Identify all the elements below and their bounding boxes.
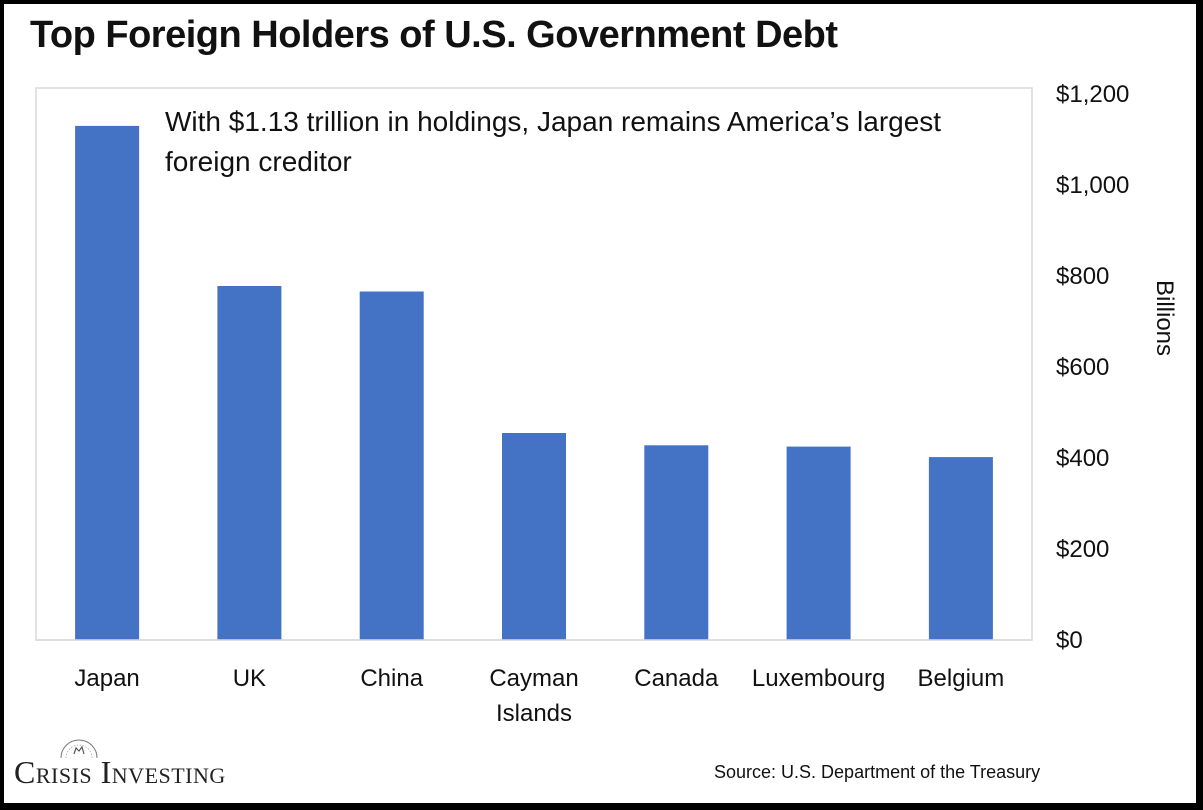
x-tick-labels: Japan UK China Cayman Islands Canada Luxembour… [74, 665, 1004, 727]
bar-belgium [928, 457, 993, 640]
y-tick-label: $600 [1056, 354, 1109, 381]
y-axis-label: Billions [1151, 280, 1178, 357]
y-tick-label: $800 [1056, 263, 1109, 290]
x-tick-label-cayman-islands: Cayman Islands [489, 665, 578, 727]
x-tick-label-uk: UK [233, 665, 266, 692]
x-tick-label-japan: Japan [74, 665, 139, 692]
bars-group [75, 125, 993, 640]
logo-emblem-icon [60, 739, 98, 759]
x-tick-label-china: China [360, 665, 423, 692]
bar-canada [644, 445, 709, 640]
chart-annotation-line-1: With $1.13 trillion in holdings, Japan r… [165, 106, 941, 137]
bar-uk [217, 286, 282, 640]
chart-title: Top Foreign Holders of U.S. Government D… [30, 14, 838, 56]
y-tick-label: $200 [1056, 536, 1109, 563]
y-tick-label: $1,200 [1056, 81, 1129, 108]
bar-luxembourg [786, 446, 851, 640]
x-tick-label-canada: Canada [634, 665, 719, 692]
y-tick-label: $400 [1056, 445, 1109, 472]
bar-cayman-islands [502, 433, 566, 640]
crisis-investing-logo: Crisis Investing [14, 734, 304, 790]
chart-annotation-line-2: foreign creditor [165, 146, 352, 177]
bar-china [359, 291, 424, 640]
y-tick-labels: $0 $200 $400 $600 $800 $1,000 $1,200 [1056, 81, 1129, 654]
x-tick-label-luxembourg: Luxembourg [752, 665, 885, 692]
source-note: Source: U.S. Department of the Treasury [714, 762, 1041, 782]
logo-text: Crisis Investing [14, 754, 226, 790]
x-tick-label-belgium: Belgium [918, 665, 1005, 692]
bar-japan [75, 125, 140, 640]
y-tick-label: $0 [1056, 627, 1083, 654]
y-tick-label: $1,000 [1056, 172, 1129, 199]
